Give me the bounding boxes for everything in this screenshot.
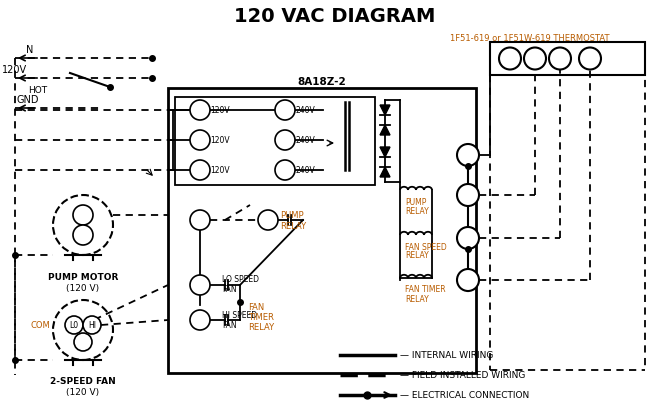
Text: W: W — [529, 54, 541, 64]
Circle shape — [190, 130, 210, 150]
Text: G: G — [464, 275, 472, 285]
Circle shape — [579, 47, 601, 70]
Text: (120 V): (120 V) — [66, 284, 100, 292]
Polygon shape — [380, 147, 390, 157]
Text: 120 VAC DIAGRAM: 120 VAC DIAGRAM — [234, 7, 436, 26]
Circle shape — [275, 160, 295, 180]
Text: P2: P2 — [194, 135, 206, 145]
Text: — FIELD INSTALLED WIRING: — FIELD INSTALLED WIRING — [400, 370, 525, 380]
Bar — [168, 88, 476, 373]
Text: FAN SPEED: FAN SPEED — [405, 243, 447, 251]
Text: — INTERNAL WIRING: — INTERNAL WIRING — [400, 351, 493, 360]
Text: 240V: 240V — [295, 135, 315, 145]
Circle shape — [457, 184, 479, 206]
Text: 120V: 120V — [210, 135, 230, 145]
Text: L0: L0 — [70, 321, 78, 329]
Circle shape — [83, 316, 101, 334]
Text: TIMER: TIMER — [248, 313, 274, 323]
Text: HI SPEED: HI SPEED — [222, 310, 257, 320]
Bar — [490, 42, 645, 75]
Circle shape — [190, 210, 210, 230]
Text: 240V: 240V — [295, 166, 315, 174]
Circle shape — [190, 275, 210, 295]
Text: Y: Y — [464, 233, 472, 243]
Circle shape — [499, 47, 521, 70]
Text: PUMP MOTOR: PUMP MOTOR — [48, 272, 118, 282]
Circle shape — [524, 47, 546, 70]
Text: FAN: FAN — [222, 321, 237, 329]
Circle shape — [190, 100, 210, 120]
Text: RELAY: RELAY — [405, 207, 429, 215]
Text: (120 V): (120 V) — [66, 388, 100, 398]
Circle shape — [53, 195, 113, 255]
Circle shape — [73, 205, 93, 225]
Text: RELAY: RELAY — [405, 251, 429, 261]
Polygon shape — [380, 105, 390, 115]
Text: 1F51-619 or 1F51W-619 THERMOSTAT: 1F51-619 or 1F51W-619 THERMOSTAT — [450, 34, 610, 42]
Text: 120V: 120V — [210, 166, 230, 174]
Circle shape — [275, 100, 295, 120]
Circle shape — [190, 310, 210, 330]
Text: L2: L2 — [279, 106, 290, 114]
Circle shape — [74, 333, 92, 351]
Text: HI: HI — [88, 321, 96, 329]
Text: P2: P2 — [279, 135, 291, 145]
Text: 2-SPEED FAN: 2-SPEED FAN — [50, 378, 116, 386]
Text: FAN TIMER: FAN TIMER — [405, 285, 446, 295]
Text: HOT: HOT — [28, 85, 48, 95]
Text: N: N — [26, 45, 34, 55]
Text: Y: Y — [557, 54, 563, 64]
Circle shape — [457, 269, 479, 291]
Text: HI: HI — [196, 316, 205, 324]
Text: L1: L1 — [194, 215, 206, 225]
Text: 240V: 240V — [295, 106, 315, 114]
Polygon shape — [380, 167, 390, 177]
Text: 120V: 120V — [3, 65, 27, 75]
Text: 120V: 120V — [210, 106, 230, 114]
Text: FAN: FAN — [222, 285, 237, 295]
Text: N: N — [196, 106, 204, 114]
Text: R: R — [507, 54, 514, 64]
Polygon shape — [380, 125, 390, 135]
Text: PUMP: PUMP — [405, 197, 426, 207]
Text: L0: L0 — [194, 280, 206, 290]
Text: RELAY: RELAY — [405, 295, 429, 303]
Text: F2: F2 — [279, 166, 290, 174]
Circle shape — [457, 227, 479, 249]
Circle shape — [275, 130, 295, 150]
Text: LO SPEED: LO SPEED — [222, 276, 259, 285]
Text: GND: GND — [17, 95, 40, 105]
Circle shape — [457, 144, 479, 166]
Text: — ELECTRICAL CONNECTION: — ELECTRICAL CONNECTION — [400, 391, 529, 399]
Text: W: W — [462, 190, 474, 200]
Circle shape — [258, 210, 278, 230]
Circle shape — [53, 300, 113, 360]
Text: P1: P1 — [263, 215, 273, 225]
Bar — [175, 97, 375, 185]
Circle shape — [190, 160, 210, 180]
Circle shape — [65, 316, 83, 334]
Text: RELAY: RELAY — [248, 323, 274, 333]
Text: COM: COM — [30, 321, 50, 329]
Text: FAN: FAN — [248, 303, 264, 313]
Circle shape — [549, 47, 571, 70]
Text: PUMP: PUMP — [280, 210, 304, 220]
Circle shape — [73, 225, 93, 245]
Text: RELAY: RELAY — [280, 222, 306, 230]
Text: R: R — [464, 150, 472, 160]
Text: 8A18Z-2: 8A18Z-2 — [297, 77, 346, 87]
Text: G: G — [586, 54, 594, 64]
Text: F2: F2 — [194, 166, 206, 174]
